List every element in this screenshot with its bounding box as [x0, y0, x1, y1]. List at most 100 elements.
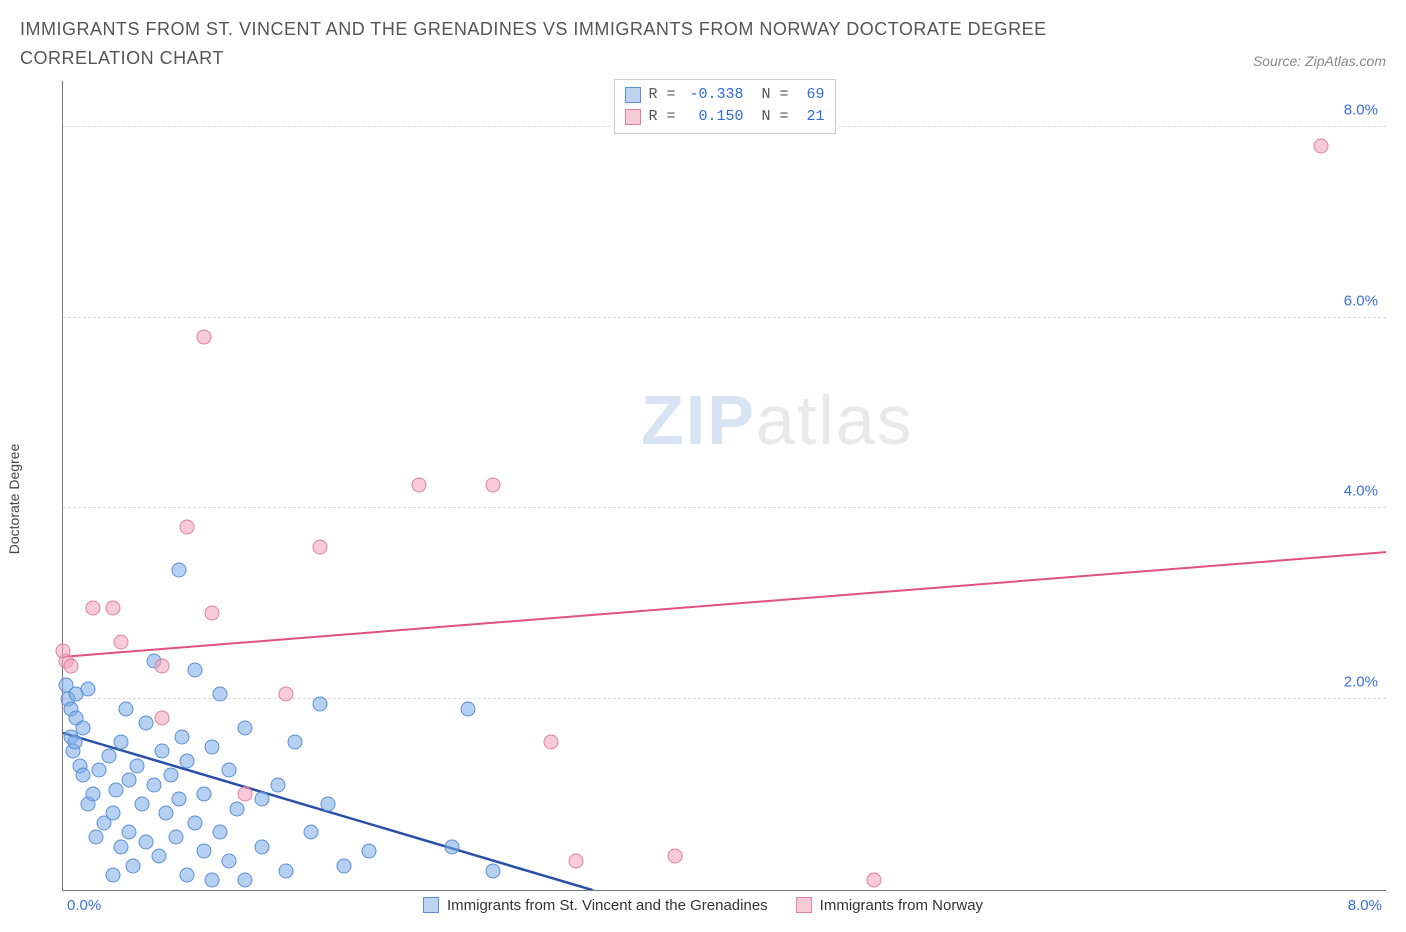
- data-point: [92, 763, 107, 778]
- x-tick-max: 8.0%: [1348, 897, 1382, 914]
- data-point: [122, 773, 137, 788]
- r-value: 0.150: [684, 106, 744, 129]
- data-point: [138, 715, 153, 730]
- legend-swatch: [624, 87, 640, 103]
- data-point: [180, 520, 195, 535]
- data-point: [569, 854, 584, 869]
- data-point: [254, 839, 269, 854]
- y-tick-label: 8.0%: [1344, 102, 1378, 119]
- data-point: [89, 830, 104, 845]
- data-point: [238, 720, 253, 735]
- data-point: [668, 849, 683, 864]
- r-value: -0.338: [684, 84, 744, 107]
- y-tick-label: 4.0%: [1344, 483, 1378, 500]
- data-point: [337, 858, 352, 873]
- watermark-part1: ZIP: [641, 381, 756, 459]
- data-point: [75, 720, 90, 735]
- n-label: N =: [762, 84, 789, 107]
- y-tick-label: 2.0%: [1344, 674, 1378, 691]
- data-point: [180, 868, 195, 883]
- data-point: [155, 711, 170, 726]
- y-tick-label: 6.0%: [1344, 292, 1378, 309]
- data-point: [168, 830, 183, 845]
- data-point: [312, 539, 327, 554]
- data-point: [229, 801, 244, 816]
- data-point: [544, 734, 559, 749]
- y-axis-label: Doctorate Degree: [6, 444, 22, 555]
- trend-lines-layer: [63, 81, 1386, 890]
- legend-series-label: Immigrants from St. Vincent and the Gren…: [447, 897, 768, 914]
- legend-series-label: Immigrants from Norway: [820, 897, 983, 914]
- data-point: [56, 644, 71, 659]
- data-point: [113, 634, 128, 649]
- data-point: [155, 658, 170, 673]
- legend-series-item: Immigrants from Norway: [796, 897, 983, 914]
- data-point: [135, 796, 150, 811]
- data-point: [80, 682, 95, 697]
- data-point: [155, 744, 170, 759]
- data-point: [254, 792, 269, 807]
- data-point: [102, 749, 117, 764]
- data-point: [444, 839, 459, 854]
- data-point: [105, 868, 120, 883]
- grid-line: [63, 507, 1386, 508]
- data-point: [67, 734, 82, 749]
- plot-container: ZIPatlas R =-0.338N =69R = 0.150N =21 0.…: [62, 81, 1386, 891]
- data-point: [118, 701, 133, 716]
- data-point: [151, 849, 166, 864]
- data-point: [125, 858, 140, 873]
- x-tick-min: 0.0%: [67, 897, 101, 914]
- data-point: [171, 792, 186, 807]
- legend-series-item: Immigrants from St. Vincent and the Gren…: [423, 897, 768, 914]
- data-point: [221, 854, 236, 869]
- data-point: [271, 777, 286, 792]
- legend-stats-row: R = 0.150 N = 21: [624, 106, 824, 129]
- data-point: [279, 687, 294, 702]
- n-value: 21: [797, 106, 825, 129]
- data-point: [163, 768, 178, 783]
- data-point: [362, 844, 377, 859]
- data-point: [238, 787, 253, 802]
- source-label: Source: ZipAtlas.com: [1253, 53, 1386, 73]
- data-point: [188, 815, 203, 830]
- data-point: [105, 806, 120, 821]
- data-point: [85, 787, 100, 802]
- data-point: [130, 758, 145, 773]
- grid-line: [63, 698, 1386, 699]
- data-point: [213, 825, 228, 840]
- legend-stats-box: R = -0.338 N = 69 R = 0.150 N = 21: [613, 79, 835, 134]
- data-point: [279, 863, 294, 878]
- chart-area: Doctorate Degree ZIPatlas R =-0.338N =69…: [20, 81, 1386, 918]
- data-point: [411, 477, 426, 492]
- data-point: [461, 701, 476, 716]
- data-point: [171, 563, 186, 578]
- data-point: [1313, 139, 1328, 154]
- chart-title: IMMIGRANTS FROM ST. VINCENT AND THE GREN…: [20, 15, 1120, 73]
- data-point: [113, 734, 128, 749]
- data-point: [196, 844, 211, 859]
- grid-line: [63, 317, 1386, 318]
- data-point: [113, 839, 128, 854]
- legend-stats-row: R = -0.338 N = 69: [624, 84, 824, 107]
- data-point: [287, 734, 302, 749]
- data-point: [204, 873, 219, 888]
- data-point: [204, 606, 219, 621]
- data-point: [486, 863, 501, 878]
- n-value: 69: [797, 84, 825, 107]
- r-label: R =: [648, 84, 675, 107]
- data-point: [105, 601, 120, 616]
- data-point: [866, 873, 881, 888]
- data-point: [204, 739, 219, 754]
- data-point: [213, 687, 228, 702]
- r-label: R =: [648, 106, 675, 129]
- data-point: [108, 782, 123, 797]
- data-point: [180, 753, 195, 768]
- trend-line: [63, 552, 1386, 657]
- data-point: [158, 806, 173, 821]
- data-point: [320, 796, 335, 811]
- data-point: [75, 768, 90, 783]
- n-label: N =: [762, 106, 789, 129]
- data-point: [304, 825, 319, 840]
- data-point: [221, 763, 236, 778]
- data-point: [238, 873, 253, 888]
